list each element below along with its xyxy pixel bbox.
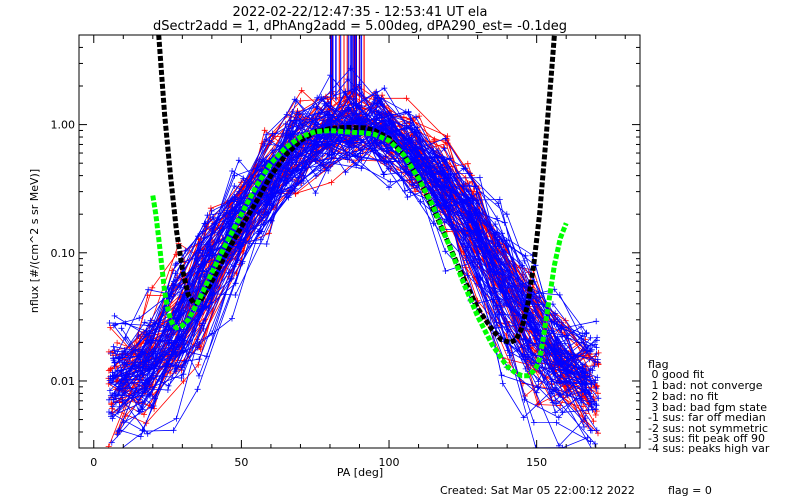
legend-item: -3 sus: fit peak off 90 [648,432,765,445]
data-markers [109,100,587,394]
y-tick-label: 1.00 [51,119,76,132]
legend-item: 3 bad: bad fgm state [648,401,767,414]
chart-title: 2022-02-22/12:47:35 - 12:53:41 UT ela [233,5,488,20]
legend-item: -2 sus: not symmetric [648,422,768,435]
legend-title: flag [648,358,669,371]
fit-curve-green [150,127,569,379]
legend-item: 0 good fit [648,368,705,381]
y-tick-label: 0.10 [51,247,76,260]
y-tick-label: 0.01 [51,375,76,388]
x-tick-label: 0 [90,456,97,469]
x-tick-label: 50 [234,456,248,469]
flag-value: flag = 0 [668,484,712,497]
chart-subtitle: dSectr2add = 1, dPhAng2add = 5.00deg, dP… [153,19,567,34]
series-blue-curves [106,35,602,448]
created-timestamp: Created: Sat Mar 05 22:00:12 2022 [440,484,635,497]
legend-item: 2 bad: no fit [648,390,719,403]
x-tick-label: 100 [379,456,400,469]
saturated-spikes [330,35,363,114]
legend-item: -1 sus: far off median [648,411,766,424]
y-axis-label: nflux [#/(cm^2 s sr MeV)] [28,169,41,313]
x-tick-label: 150 [526,456,547,469]
x-axis-label: PA [deg] [337,466,383,479]
legend: flag 0 good fit 1 bad: not converge 2 ba… [648,358,770,455]
legend-item: -4 sus: peaks high var [648,442,770,455]
data-markers [115,149,585,421]
legend-item: 1 bad: not converge [648,379,763,392]
